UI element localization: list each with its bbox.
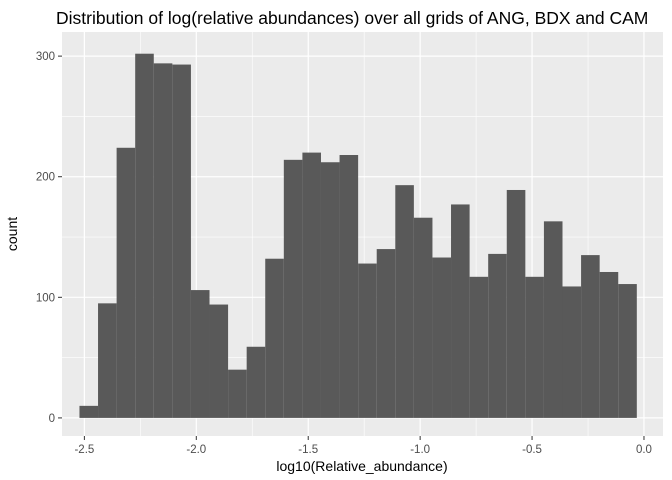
histogram-bar [469,276,489,418]
histogram-bar [339,155,359,418]
histogram-bars [79,53,637,418]
histogram-bar [451,204,470,418]
histogram-bar [283,159,303,418]
histogram-bar [153,63,173,418]
histogram-bar [506,189,526,418]
histogram-bar [246,346,266,418]
histogram-bar [581,255,600,418]
x-tick-label: -1.5 [298,444,318,456]
x-tick-label: -0.5 [522,444,542,456]
histogram-bar [172,64,191,418]
y-tick-label: 200 [36,172,55,184]
histogram-bar [228,369,247,418]
histogram-bar [413,217,433,418]
histogram-bar [358,263,377,418]
x-axis: -2.5 -2.0 -1.5 -1.0 -0.5 0.0 [74,436,652,456]
histogram-bar [265,258,284,418]
histogram-bar [209,304,229,418]
x-axis-title: log10(Relative_abundance) [276,458,447,474]
histogram-bar [135,53,154,418]
histogram-bar [116,147,136,418]
histogram-bar [376,249,396,418]
y-tick-label: 100 [36,292,55,304]
histogram-bar [190,290,210,418]
y-tick-label: 300 [36,51,55,63]
x-tick-label: -2.5 [74,444,94,456]
chart-title: Distribution of log(relative abundances)… [56,8,648,28]
y-axis-title: count [4,217,20,251]
x-tick-label: -1.0 [410,444,430,456]
histogram-bar [395,185,414,418]
histogram-bar [488,253,507,418]
histogram-bar [525,276,544,418]
histogram-bar [599,271,619,418]
histogram-bar [320,162,340,418]
x-tick-label: 0.0 [636,444,652,456]
histogram-bar [302,152,321,418]
histogram-bar [98,303,117,418]
histogram-bar [618,284,637,418]
histogram-bar [79,405,99,418]
histogram-bar [543,221,563,418]
histogram-bar [432,257,452,418]
histogram-bar [562,286,582,418]
x-tick-label: -2.0 [186,444,206,456]
y-axis: 0 100 200 300 [36,51,62,425]
y-tick-label: 0 [49,413,55,425]
